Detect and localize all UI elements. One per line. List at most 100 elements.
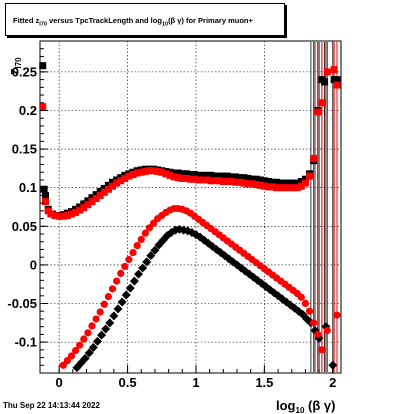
data-point	[133, 169, 141, 177]
data-point	[211, 177, 219, 185]
data-point	[269, 178, 277, 186]
data-point	[223, 172, 231, 180]
data-point	[195, 176, 203, 184]
data-point	[150, 245, 160, 255]
series-upper-red	[39, 66, 341, 220]
data-point	[166, 171, 174, 179]
y-tick-label: 0.05	[12, 219, 37, 234]
series-lower-black	[72, 224, 338, 373]
title-sub-i70: I70	[39, 21, 47, 28]
data-point	[187, 175, 194, 183]
x-tick-label: 1	[192, 375, 199, 390]
data-point	[333, 81, 341, 89]
data-point	[281, 179, 289, 187]
data-point	[125, 283, 135, 293]
data-point	[100, 188, 108, 196]
data-point	[333, 76, 341, 84]
data-point	[97, 330, 107, 340]
data-point	[269, 183, 277, 191]
title-pre: Fitted z	[13, 16, 40, 25]
data-point	[63, 211, 71, 219]
data-point	[96, 308, 104, 316]
data-point	[305, 307, 314, 315]
data-point	[297, 293, 305, 301]
data-point	[236, 178, 244, 186]
data-point	[199, 171, 207, 179]
data-point	[104, 292, 113, 301]
data-point	[248, 180, 256, 188]
data-point	[51, 211, 59, 219]
data-point	[236, 174, 244, 182]
data-point	[314, 330, 322, 338]
data-point	[191, 175, 199, 183]
data-point	[109, 311, 119, 321]
data-point	[129, 276, 139, 286]
y-tick-label: 0.15	[12, 142, 37, 157]
x-tick-label: 2	[329, 375, 336, 390]
data-point	[154, 167, 162, 175]
data-point	[80, 353, 90, 363]
data-point	[321, 78, 329, 86]
data-point	[248, 175, 256, 183]
data-point	[281, 184, 289, 192]
data-point	[277, 184, 285, 192]
data-point	[240, 174, 248, 182]
data-point	[145, 224, 154, 232]
data-point	[150, 167, 158, 175]
data-point	[178, 170, 186, 178]
data-point	[121, 174, 129, 182]
data-point	[170, 169, 178, 177]
data-point	[178, 174, 186, 182]
data-point	[215, 177, 223, 185]
data-point	[323, 326, 331, 335]
title-mid: versus TpcTrackLength and log	[46, 16, 162, 25]
data-point	[203, 176, 211, 184]
data-point	[323, 68, 331, 76]
data-point	[134, 269, 144, 279]
x-tick-label: 0.5	[119, 375, 137, 390]
data-point	[232, 178, 240, 186]
data-point	[215, 172, 223, 180]
data-point	[223, 178, 231, 186]
data-point	[84, 197, 92, 205]
y-axis-title: zI70	[6, 57, 23, 75]
data-point	[211, 172, 219, 180]
data-point	[76, 206, 84, 214]
data-point	[133, 242, 141, 250]
y-tick-label: 0.1	[19, 180, 37, 195]
data-point	[252, 175, 260, 183]
series-upper-black	[39, 62, 341, 219]
data-point	[146, 251, 156, 261]
data-point	[41, 198, 49, 206]
data-point	[195, 171, 203, 179]
data-point	[138, 263, 148, 273]
data-point	[191, 171, 199, 179]
data-point	[141, 167, 149, 175]
data-point	[137, 168, 145, 176]
chart-title: Fitted zI70 versus TpcTrackLength and lo…	[13, 16, 253, 28]
x-tick-label: 1.5	[255, 375, 273, 390]
data-point	[88, 322, 96, 330]
data-point	[199, 176, 207, 184]
data-point	[162, 170, 170, 178]
data-point	[330, 66, 338, 74]
data-point	[333, 311, 341, 319]
x-axis-title: log10 (β γ)	[276, 398, 335, 414]
data-point	[84, 201, 92, 209]
data-point	[59, 361, 67, 369]
plot-frame	[39, 40, 342, 374]
y-tick-label: 0.25	[12, 64, 37, 79]
data-point	[72, 208, 80, 216]
data-point	[203, 171, 211, 179]
data-point	[117, 269, 125, 277]
data-point	[228, 178, 236, 186]
data-point	[219, 172, 227, 180]
data-point	[105, 318, 115, 328]
data-point	[145, 167, 153, 175]
data-point	[41, 191, 49, 199]
data-point	[63, 357, 71, 365]
data-point	[244, 174, 252, 182]
data-point	[125, 255, 133, 264]
data-point	[170, 173, 178, 181]
x-tick-label: 0	[56, 375, 63, 390]
